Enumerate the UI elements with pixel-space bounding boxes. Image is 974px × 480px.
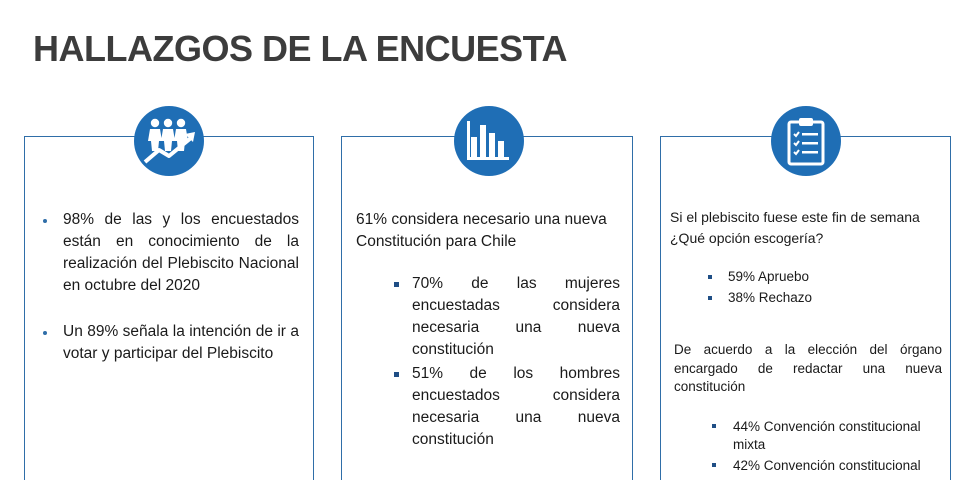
page-title: HALLAZGOS DE LA ENCUESTA [33,28,568,69]
bullet-marker [708,275,712,279]
bar-chart-icon [454,106,524,176]
finding-women: 70% de las mujeres encuestadas considera… [412,275,620,358]
bullet-marker [712,424,716,428]
option-convencion-mixta: 44% Convención constitucional mixta [733,419,921,452]
findings-card-awareness [24,136,314,480]
bullet-marker [43,331,47,335]
option-convencion-constitucional: 42% Convención constitucional [733,458,921,473]
finding-new-constitution: 61% considera necesario una nueva Consti… [356,211,607,250]
bullet-marker [708,296,712,300]
finding-awareness: 98% de las y los encuestados están en co… [63,211,299,294]
findings-card-constitution [341,136,633,480]
clipboard-checklist-icon [771,106,841,176]
bullet-marker [712,463,716,467]
option-apruebo: 59% Apruebo [728,269,810,284]
people-growth-icon [134,106,204,176]
bullet-marker [394,372,399,377]
option-rechazo: 38% Rechazo [728,290,813,305]
bullet-marker [394,282,399,287]
survey-question-organ: De acuerdo a la elección del órgano enca… [674,342,942,394]
bullet-marker [43,219,47,223]
findings-card-plebiscite-options [660,136,951,480]
survey-question: Si el plebiscito fuese este fin de seman… [670,209,920,246]
finding-men: 51% de los hombres encuestados considera… [412,365,620,448]
finding-voting-intention: Un 89% señala la intención de ir a votar… [63,323,299,362]
